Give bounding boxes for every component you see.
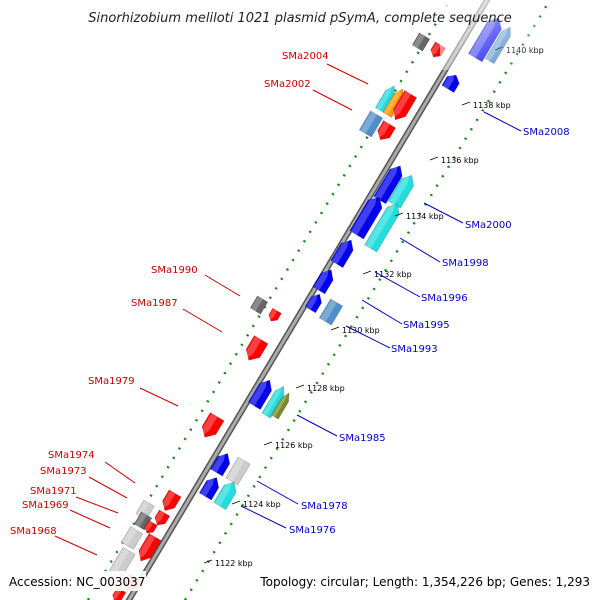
gene-sma2006[interactable]	[411, 32, 431, 52]
callout-line	[182, 308, 223, 333]
tick-label: 1132 kbp	[374, 270, 412, 279]
fade-overlay	[440, 0, 540, 70]
gene-sma2007[interactable]	[441, 72, 462, 93]
gene-label-sma1974[interactable]: SMa1974	[48, 450, 95, 461]
gene-sma1987[interactable]	[242, 335, 269, 365]
gene-sma2000-b[interactable]	[387, 172, 417, 209]
gene-label-sma1998[interactable]: SMa1998	[442, 258, 489, 269]
gene-sma2001[interactable]	[374, 120, 397, 144]
callout-line	[361, 299, 403, 325]
gene-sma1997[interactable]	[330, 236, 357, 269]
gene-sma1969[interactable]	[135, 532, 162, 564]
callout-line	[326, 63, 369, 85]
gene-sma2004-a[interactable]	[375, 83, 399, 113]
gene-sma1998-b[interactable]	[364, 200, 404, 253]
accession-text: Accession: NC_003037	[9, 575, 145, 589]
callout-line	[104, 461, 136, 484]
topology-text: Topology: circular; Length: 1,354,226 bp…	[259, 575, 590, 589]
callout-line	[312, 89, 353, 111]
callout-line	[374, 271, 421, 298]
tick-label: 1134 kbp	[406, 212, 444, 221]
gene-label-sma2000[interactable]: SMa2000	[465, 220, 512, 231]
gene-label-sma1973[interactable]: SMa1973	[40, 466, 87, 477]
callout-line	[69, 509, 111, 529]
tick-label: 1126 kbp	[275, 441, 313, 450]
gene-sma1970[interactable]	[120, 526, 144, 550]
gene-label-sma1971[interactable]: SMa1971	[30, 486, 77, 497]
gene-label-sma2002[interactable]: SMa2002	[264, 79, 311, 90]
gene-label-sma1993[interactable]: SMa1993	[391, 344, 438, 355]
gene-sma1985-c[interactable]	[270, 391, 292, 420]
tick-label: 1138 kbp	[473, 101, 511, 110]
callout-line	[54, 535, 98, 556]
gene-sma1979[interactable]	[198, 412, 225, 442]
callout-line	[139, 387, 179, 407]
gene-sma1972[interactable]	[133, 511, 153, 531]
gene-label-sma1987[interactable]: SMa1987	[131, 298, 178, 309]
callout-line	[345, 325, 391, 349]
footer-bg-left	[4, 571, 146, 591]
gene-label-sma1978[interactable]: SMa1978	[301, 501, 348, 512]
gene-label-sma1968[interactable]: SMa1968	[10, 526, 57, 537]
gene-label-sma1979[interactable]: SMa1979	[88, 376, 135, 387]
gene-label-sma1995[interactable]: SMa1995	[403, 320, 450, 331]
gene-sma1985-a[interactable]	[247, 377, 275, 410]
map-title: Sinorhizobium meliloti 1021 plasmid pSym…	[88, 11, 511, 26]
gene-sma1966[interactable]	[110, 587, 127, 600]
gene-label-sma1990[interactable]: SMa1990	[151, 265, 198, 276]
gene-sma1996[interactable]	[312, 266, 337, 295]
gene-sma2003[interactable]	[389, 90, 418, 124]
gene-sma1990[interactable]	[249, 295, 269, 315]
callout-lines	[54, 63, 522, 556]
footer-bg-right	[258, 571, 596, 591]
callout-line	[204, 274, 241, 297]
gene-label-sma1969[interactable]: SMa1969	[22, 500, 69, 511]
gene-sma1978-a[interactable]	[209, 450, 233, 477]
gene-label-sma1976[interactable]: SMa1976	[289, 525, 336, 536]
gene-labels-left: SMa2004 SMa2002 SMa1990 SMa1987 SMa1979 …	[10, 51, 329, 537]
tick-label: 1130 kbp	[342, 326, 380, 335]
backbone	[125, 0, 491, 600]
gene-label-sma1985[interactable]: SMa1985	[339, 433, 386, 444]
tick-label: 1122 kbp	[215, 559, 253, 568]
gene-sma1973[interactable]	[152, 509, 171, 528]
gene-sma1977[interactable]	[198, 474, 222, 501]
tick-label: 1136 kbp	[441, 156, 479, 165]
callout-line	[88, 476, 128, 499]
gene-sma1994[interactable]	[318, 298, 344, 326]
gene-labels-right: SMa2008 SMa2000 SMa1998 SMa1996 SMa1995 …	[289, 127, 570, 536]
gene-sma1975[interactable]	[159, 489, 182, 514]
callout-line	[399, 237, 441, 263]
callout-line	[240, 505, 287, 529]
tick-label: 1124 kbp	[243, 500, 281, 509]
gene-sma1995[interactable]	[304, 291, 325, 314]
callout-line	[423, 202, 464, 224]
callout-line	[483, 111, 522, 132]
gene-label-sma1996[interactable]: SMa1996	[421, 293, 468, 304]
gene-sma2002[interactable]	[358, 110, 384, 138]
tick-label: 1128 kbp	[307, 384, 345, 393]
callout-line	[256, 480, 299, 505]
gene-sma1998-a[interactable]	[349, 193, 386, 240]
gene-sma1989[interactable]	[267, 307, 282, 323]
gene-label-sma2008[interactable]: SMa2008	[523, 127, 570, 138]
gene-sma2000-a[interactable]	[373, 162, 407, 205]
gene-sma1985-b[interactable]	[261, 384, 288, 419]
callout-line	[75, 496, 119, 514]
callout-line	[296, 414, 338, 437]
gene-label-sma2004[interactable]: SMa2004	[282, 51, 329, 62]
gene-sma1971[interactable]	[143, 519, 158, 535]
gene-sma1976[interactable]	[213, 478, 240, 511]
outer-track-line	[183, 0, 552, 600]
